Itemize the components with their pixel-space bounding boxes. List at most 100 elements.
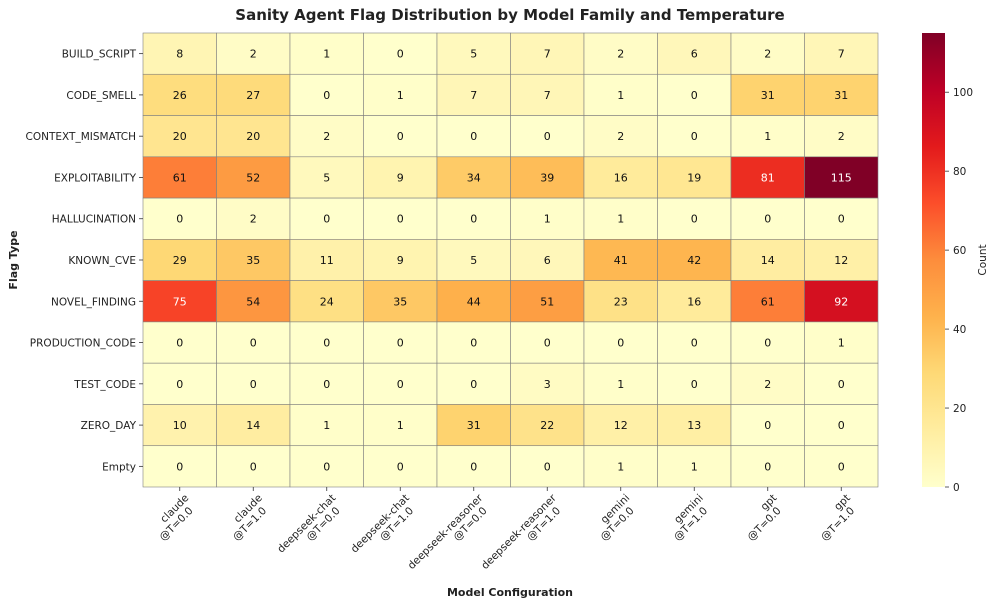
y-tick-label: HALLUCINATION: [52, 214, 136, 226]
cell-value-label: 0: [691, 378, 698, 391]
cell-value-label: 0: [176, 378, 183, 391]
heatmap-cell: [583, 115, 658, 158]
cell-value-label: 1: [617, 378, 624, 391]
cell-value-label: 7: [544, 48, 551, 61]
cell-value-label: 42: [687, 254, 701, 267]
heatmap-cell: [510, 321, 585, 364]
colorbar-gradient: [922, 33, 945, 487]
heatmap-cell: [216, 321, 291, 364]
x-tick-label: gemini@T=1.0: [663, 492, 714, 543]
heatmap-cell: [216, 404, 291, 447]
cell-value-label: 54: [246, 295, 260, 308]
heatmap-cell: [216, 115, 291, 158]
heatmap-cell: [583, 73, 658, 116]
heatmap-cell: [583, 197, 658, 240]
cell-value-label: 52: [246, 171, 260, 184]
cell-value-label: 0: [176, 213, 183, 226]
cell-value-label: 0: [470, 337, 477, 350]
heatmap-cell: [657, 280, 732, 323]
heatmap-cell: [142, 404, 217, 447]
heatmap-cell: [510, 73, 585, 116]
y-tick-label: CONTEXT_MISMATCH: [26, 131, 136, 143]
heatmap-cell: [510, 239, 585, 281]
y-tick-label: KNOWN_CVE: [68, 255, 136, 267]
cell-value-label: 11: [320, 254, 334, 267]
cell-value-label: 34: [467, 171, 481, 184]
colorbar: 0 20 40 60 80 100 Count: [922, 33, 989, 494]
heatmap-cell: [583, 321, 658, 364]
cell-value-label: 5: [470, 254, 477, 267]
heatmap-cell: [436, 156, 511, 199]
cell-value-label: 0: [544, 130, 551, 143]
cell-value-label: 26: [173, 89, 187, 102]
cell-value-label: 2: [250, 48, 257, 61]
heatmap-cell: [804, 321, 879, 364]
heatmap-cell: [583, 404, 658, 447]
heatmap-cell: [657, 404, 732, 447]
cell-value-label: 20: [173, 130, 187, 143]
cell-value-label: 31: [834, 89, 848, 102]
y-axis-label: Flag Type: [7, 230, 20, 289]
heatmap-cell: [583, 445, 658, 488]
cell-value-label: 16: [687, 295, 701, 308]
cell-value-label: 0: [764, 213, 771, 226]
heatmap-cell: [730, 73, 805, 116]
heatmap-cell: [436, 115, 511, 158]
cell-value-label: 10: [173, 419, 187, 432]
heatmap-cell: [804, 73, 879, 116]
heatmap-cell: [657, 32, 732, 75]
cell-value-label: 0: [691, 337, 698, 350]
heatmap-cell: [730, 197, 805, 240]
cell-value-label: 1: [323, 419, 330, 432]
x-tick-label: gemini@T=0.0: [590, 492, 641, 543]
cell-value-label: 0: [764, 337, 771, 350]
heatmap-cell: [657, 73, 732, 116]
cell-value-label: 2: [250, 213, 257, 226]
y-tick-label: PRODUCTION_CODE: [30, 338, 136, 350]
cell-value-label: 14: [246, 419, 260, 432]
cell-value-label: 1: [617, 460, 624, 473]
heatmap-cell: [436, 73, 511, 116]
cell-value-label: 0: [691, 130, 698, 143]
heatmap-cell: [657, 115, 732, 158]
heatmap-cell: [436, 404, 511, 447]
cell-value-label: 0: [323, 460, 330, 473]
colorbar-tick-label: 20: [953, 403, 966, 415]
x-tick-label: gpt@T=0.0: [737, 492, 788, 543]
heatmap-cell: [363, 280, 438, 323]
heatmap-cell: [804, 445, 879, 488]
cell-value-label: 0: [397, 130, 404, 143]
heatmap-cells: [142, 32, 879, 488]
cell-value-label: 0: [470, 213, 477, 226]
heatmap-cell: [510, 156, 585, 199]
cell-value-label: 0: [397, 337, 404, 350]
x-tick-label: deepseek-chat@T=0.0: [275, 492, 347, 564]
heatmap-cell: [510, 445, 585, 488]
heatmap-cell: [289, 32, 364, 75]
cell-value-label: 27: [246, 89, 260, 102]
cell-value-label: 0: [764, 419, 771, 432]
cell-value-label: 0: [691, 213, 698, 226]
cell-value-label: 16: [614, 171, 628, 184]
cell-value-label: 1: [838, 337, 845, 350]
heatmap-cell: [289, 445, 364, 488]
cell-value-label: 0: [176, 337, 183, 350]
heatmap-cell: [436, 239, 511, 281]
heatmap-cell: [583, 362, 658, 405]
cell-value-label: 7: [838, 48, 845, 61]
cell-value-label: 13: [687, 419, 701, 432]
y-tick-label: EXPLOITABILITY: [54, 172, 136, 184]
y-tick-label: BUILD_SCRIPT: [62, 49, 137, 61]
heatmap-cell: [730, 280, 805, 323]
heatmap-cell: [289, 362, 364, 405]
cell-value-label: 0: [470, 378, 477, 391]
heatmap-cell: [289, 115, 364, 158]
heatmap-cell: [804, 32, 879, 75]
colorbar-tick-label: 60: [953, 245, 966, 257]
cell-value-label: 1: [323, 48, 330, 61]
colorbar-tick-label: 100: [953, 87, 973, 99]
cell-value-label: 7: [544, 89, 551, 102]
x-tick-label: deepseek-reasoner@T=0.0: [406, 492, 495, 581]
colorbar-tick-label: 0: [953, 482, 960, 494]
